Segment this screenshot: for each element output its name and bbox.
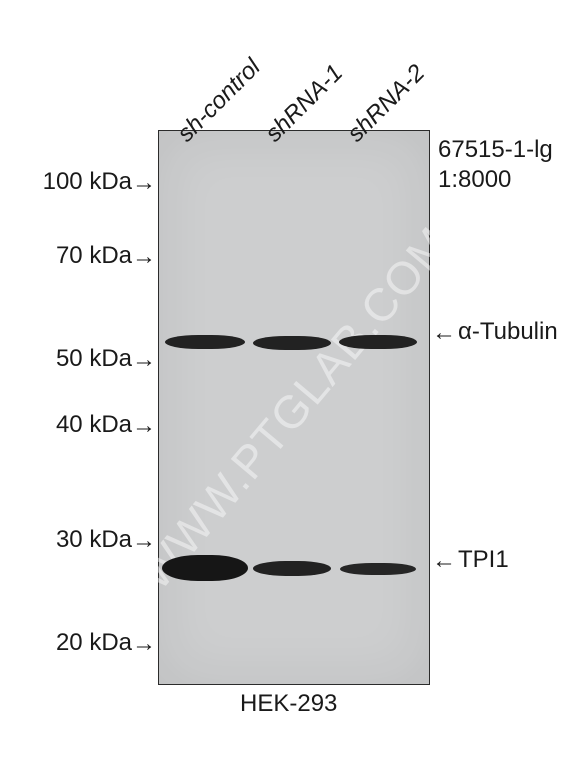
mw-marker-20: 20 kDa→ — [56, 629, 156, 657]
arrow-right-icon: → — [132, 348, 156, 372]
mw-marker-70: 70 kDa→ — [56, 242, 156, 270]
mw-marker-40: 40 kDa→ — [56, 411, 156, 439]
blot-vignette — [159, 131, 429, 684]
arrow-right-icon: → — [132, 632, 156, 656]
arrow-left-icon: ← — [432, 321, 456, 345]
antibody-dilution: 1:8000 — [438, 165, 553, 195]
arrow-right-icon: → — [132, 245, 156, 269]
arrow-left-icon: ← — [432, 549, 456, 573]
watermark-text: WWW.PTGLAB.COM — [127, 215, 462, 599]
antibody-info: 67515-1-lg 1:8000 — [438, 135, 553, 195]
arrow-right-icon: → — [132, 529, 156, 553]
band-tpi1-lane2 — [253, 561, 331, 576]
band-tubulin-lane3 — [339, 335, 417, 349]
mw-marker-100: 100 kDa→ — [43, 168, 156, 196]
arrow-right-icon: → — [132, 171, 156, 195]
watermark: WWW.PTGLAB.COM — [159, 131, 429, 684]
band-tpi1-lane3 — [340, 563, 416, 575]
band-tpi1-lane1 — [162, 555, 248, 581]
band-tubulin-lane1 — [165, 335, 245, 349]
cell-line-label: HEK-293 — [240, 690, 337, 718]
mw-marker-50: 50 kDa→ — [56, 345, 156, 373]
alpha-tubulin-label: ←α-Tubulin — [432, 318, 558, 346]
antibody-catalog: 67515-1-lg — [438, 135, 553, 165]
western-blot-panel: WWW.PTGLAB.COM — [158, 130, 430, 685]
mw-marker-30: 30 kDa→ — [56, 526, 156, 554]
tpi1-label: ←TPI1 — [432, 546, 509, 574]
band-tubulin-lane2 — [253, 336, 331, 350]
cell-line-text: HEK-293 — [240, 690, 337, 717]
arrow-right-icon: → — [132, 414, 156, 438]
